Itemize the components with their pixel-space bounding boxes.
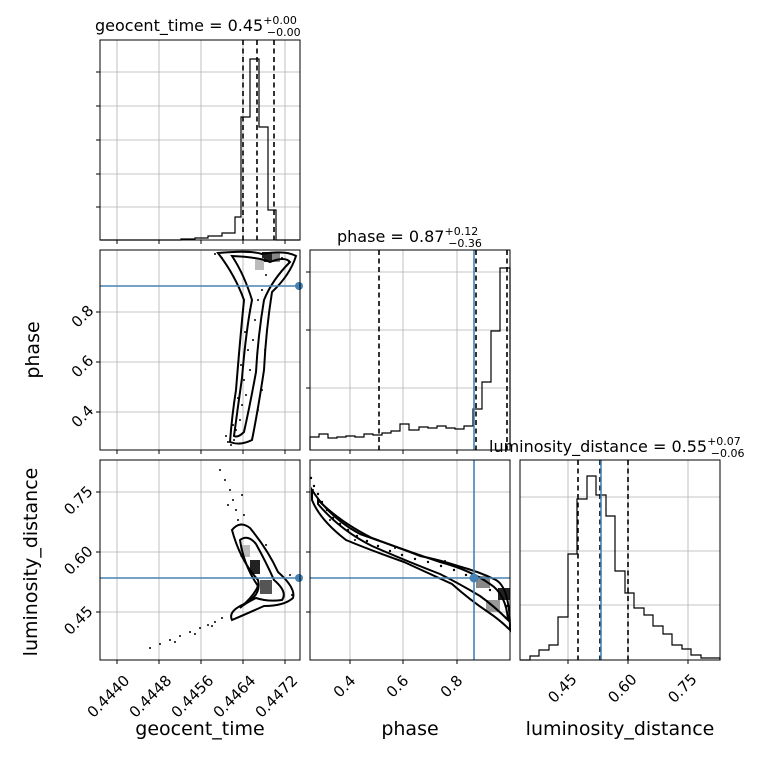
axes-frame [99, 459, 301, 661]
y-tick-label: 0.8 [68, 302, 98, 332]
grid-ld-geocent [100, 460, 300, 660]
density-cell [272, 252, 280, 262]
x-axis-label-geocent: geocent_time [135, 718, 264, 740]
x-tick-label: 0.4440 [84, 672, 134, 722]
title-ld: luminosity_distance = 0.55+0.07 −0.06 [489, 435, 745, 460]
x-ticks [349, 660, 458, 664]
x-tick-label: 0.45 [544, 670, 580, 706]
contour-outer [230, 523, 295, 622]
x-axis-label-ld: luminosity_distance [526, 718, 715, 740]
x-ticks [116, 450, 286, 454]
x-ticks [567, 660, 689, 664]
x-axis-label-phase: phase [381, 718, 438, 740]
y-axis-label-phase: phase [22, 321, 44, 378]
grid-phase-geocent [100, 250, 300, 450]
x-tick-label: 0.4456 [168, 672, 218, 722]
x-ticks [116, 660, 286, 664]
grid-geocent-hist [100, 40, 300, 240]
panel-ld-hist: 0.45 0.60 0.75 luminosity_distance lumin… [489, 435, 745, 740]
x-tick-label: 0.8 [437, 672, 467, 702]
contour-outer [311, 486, 512, 633]
y-ticks [306, 271, 310, 389]
grid-phase-hist [310, 250, 510, 450]
panel-geocent-time-hist: geocent_time = 0.45+0.00 −0.00 [95, 14, 301, 244]
contour-inner [230, 254, 292, 438]
y-tick-label: 0.4 [68, 402, 98, 432]
y-tick-label: 0.6 [68, 352, 98, 382]
panel-phase-hist: phase = 0.87+0.12 −0.36 [306, 225, 511, 454]
scatter-ld-geocent [149, 469, 293, 649]
density-cell [240, 545, 250, 557]
truth-marker [469, 573, 479, 583]
x-tick-label: 0.4472 [252, 672, 302, 722]
density-cell [255, 258, 264, 270]
title-geocent-time: geocent_time = 0.45+0.00 −0.00 [95, 14, 301, 39]
panel-phase-vs-geocent: 0.4 0.6 0.8 phase [22, 249, 303, 454]
title-phase: phase = 0.87+0.12 −0.36 [337, 225, 482, 250]
x-tick-label: 0.4464 [210, 672, 260, 722]
y-ticks [96, 491, 100, 613]
hist-geocent-time [100, 58, 300, 241]
panel-ld-vs-phase: 0.4 0.6 0.8 phase [306, 459, 512, 740]
density-cell [260, 580, 272, 594]
y-tick-label: 0.60 [60, 542, 96, 578]
contour-inner [317, 497, 510, 623]
y-axis-label-ld: luminosity_distance [20, 468, 42, 657]
density-cell [476, 576, 490, 588]
axes-frame [99, 249, 301, 451]
grid-ld-hist [520, 460, 720, 660]
panel-ld-vs-geocent: 0.45 0.60 0.75 luminosity_distance 0.444… [20, 459, 303, 740]
x-tick-label: 0.4448 [126, 672, 176, 722]
contour-inner [238, 536, 285, 609]
x-tick-label: 0.6 [383, 672, 413, 702]
scatter-phase-geocent [214, 253, 290, 446]
grid-ld-phase [310, 460, 510, 660]
axes-frame [309, 459, 511, 661]
y-ticks [306, 491, 310, 613]
x-ticks [116, 240, 286, 244]
contour-outer [216, 250, 298, 445]
y-tick-label: 0.75 [60, 482, 96, 518]
y-ticks [96, 71, 100, 208]
x-ticks [349, 450, 458, 454]
truth-marker [295, 282, 303, 290]
density-cell [250, 560, 260, 574]
x-tick-label: 0.60 [604, 670, 640, 706]
y-tick-label: 0.45 [60, 602, 96, 638]
hist-phase [309, 267, 511, 450]
axes-frame [519, 459, 721, 661]
density-cell [262, 252, 272, 262]
truth-marker [295, 574, 303, 582]
axes-frame [309, 249, 511, 451]
y-ticks [96, 311, 100, 413]
x-tick-label: 0.4 [330, 672, 360, 702]
hist-ld [520, 475, 721, 661]
x-tick-label: 0.75 [664, 670, 700, 706]
